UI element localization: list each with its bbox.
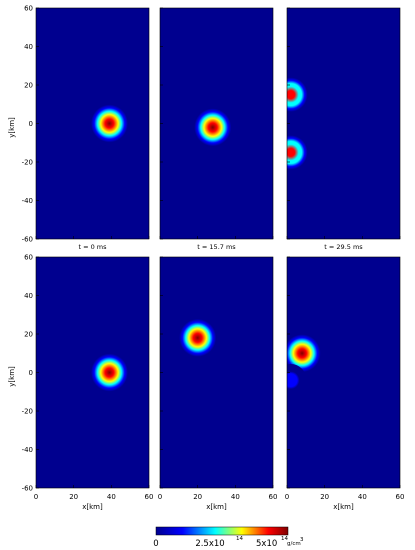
y-tick-label: 40 bbox=[24, 43, 33, 51]
density-blob bbox=[287, 132, 311, 173]
y-tick-label: 0 bbox=[29, 120, 33, 128]
panel-r1-c0: 60 40 20 0 -20 -40 -60 y[km] 0 20 40 60 x[km] bbox=[8, 254, 153, 512]
density-blob bbox=[287, 364, 307, 397]
time-caption: t = 29.5 ms bbox=[324, 243, 363, 251]
y-tick-label: 20 bbox=[24, 82, 33, 90]
y-tick-label: 60 bbox=[24, 5, 33, 13]
colorbar-gradient bbox=[155, 526, 289, 536]
x-tick-label: 0 bbox=[158, 493, 162, 501]
y-tick-label: 0 bbox=[29, 369, 33, 377]
x-tick-label: 20 bbox=[69, 493, 78, 501]
panel-background bbox=[160, 257, 273, 488]
x-tick-label: 60 bbox=[269, 493, 278, 501]
y-axis-label: y[km] bbox=[8, 117, 16, 138]
colorbar-min-label: 0 bbox=[153, 539, 158, 549]
y-tick-label: -20 bbox=[22, 408, 33, 416]
y-tick-label: 60 bbox=[24, 254, 33, 262]
colorbar-mid-exponent: 14 bbox=[236, 536, 243, 542]
x-tick-label: 40 bbox=[358, 493, 367, 501]
x-tick-label: 40 bbox=[107, 493, 116, 501]
density-blob bbox=[190, 105, 235, 150]
density-blob bbox=[175, 315, 220, 361]
x-tick-label: 20 bbox=[320, 493, 329, 501]
x-tick-label: 0 bbox=[285, 493, 289, 501]
panel-background bbox=[287, 8, 400, 239]
x-axis-label: x[km] bbox=[206, 503, 227, 511]
y-tick-label: -40 bbox=[22, 446, 33, 454]
density-blob bbox=[87, 350, 132, 395]
panel-r1-c2: 0 20 40 60 x[km] bbox=[285, 256, 405, 511]
x-axis-label: x[km] bbox=[333, 503, 354, 511]
y-tick-label: -40 bbox=[22, 197, 33, 205]
y-tick-label: 20 bbox=[24, 331, 33, 339]
x-tick-label: 60 bbox=[145, 493, 154, 501]
x-tick-label: 60 bbox=[396, 493, 405, 501]
time-caption: t = 15.7 ms bbox=[197, 243, 236, 251]
density-blob bbox=[87, 101, 132, 146]
panel-r0-c1 bbox=[159, 7, 274, 240]
colorbar-unit-exponent: 3 bbox=[300, 537, 304, 543]
y-axis-label: y[km] bbox=[8, 366, 16, 387]
panel-r0-c2 bbox=[286, 7, 401, 240]
y-tick-label: -60 bbox=[22, 485, 33, 493]
y-tick-label: -60 bbox=[22, 236, 33, 244]
x-axis-label: x[km] bbox=[82, 503, 103, 511]
density-blob bbox=[287, 331, 324, 376]
time-caption: t = 0 ms bbox=[78, 243, 107, 251]
x-tick-label: 20 bbox=[193, 493, 202, 501]
density-blob bbox=[287, 74, 311, 115]
panels-group: 60 40 20 0 -20 -40 -60 y[km] 60 40 20 0 -20 -40 -60 y[k… bbox=[8, 5, 404, 512]
colorbar: 0 2.5x10 14 5x10 14g/cm3 bbox=[153, 526, 304, 549]
x-tick-label: 40 bbox=[231, 493, 240, 501]
panel-r1-c1: 0 20 40 60 x[km] bbox=[158, 256, 278, 511]
y-tick-label: -20 bbox=[22, 159, 33, 167]
x-tick-label: 0 bbox=[34, 493, 38, 501]
panel-r0-c0: 60 40 20 0 -20 -40 -60 y[km] bbox=[8, 5, 150, 244]
colorbar-max-exponent: 14 bbox=[281, 536, 288, 542]
colorbar-unit: g/cm bbox=[287, 541, 301, 547]
colorbar-mid-label: 2.5x10 bbox=[195, 539, 224, 549]
captions-group: t = 0 ms t = 15.7 ms t = 29.5 ms bbox=[78, 243, 363, 251]
y-tick-label: 40 bbox=[24, 292, 33, 300]
colorbar-max-label: 5x10 bbox=[256, 539, 277, 549]
